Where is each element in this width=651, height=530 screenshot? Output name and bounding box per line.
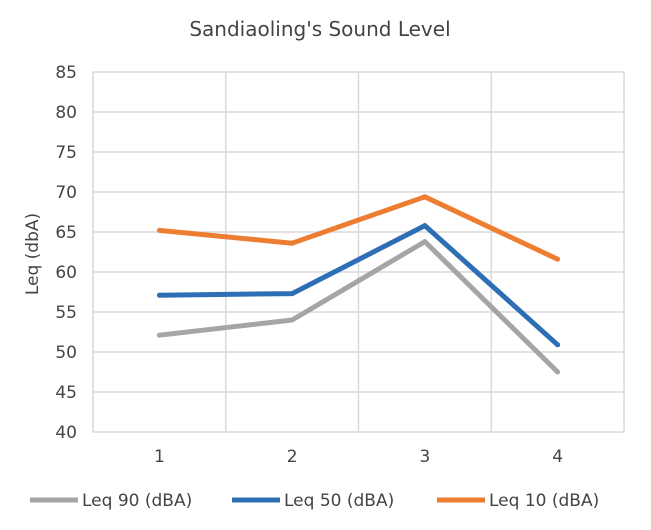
series-line [159, 194, 559, 262]
legend-label: Leq 90 (dBA) [82, 491, 192, 511]
y-tick-label: 85 [55, 63, 77, 83]
y-tick-label: 70 [55, 183, 77, 203]
series-line [159, 239, 560, 374]
data-point [289, 240, 295, 246]
y-tick-label: 55 [55, 303, 77, 323]
data-point [156, 292, 162, 298]
y-tick-label: 80 [55, 103, 77, 123]
data-point [156, 332, 162, 338]
x-tick-label: 4 [552, 447, 563, 467]
y-tick-label: 75 [55, 143, 77, 163]
y-axis-label: Leq (dbA) [23, 213, 43, 295]
x-tick-label: 2 [287, 447, 298, 467]
series-lines [156, 194, 561, 375]
y-tick-label: 65 [55, 223, 77, 243]
x-axis-ticks: 1 2 3 4 [154, 447, 563, 467]
legend-label: Leq 50 (dBA) [284, 491, 394, 511]
data-point [422, 194, 428, 200]
data-point [555, 256, 561, 262]
y-tick-label: 40 [55, 423, 77, 443]
legend: Leq 90 (dBA) Leq 50 (dBA) Leq 10 (dBA) [30, 491, 599, 511]
y-tick-label: 45 [55, 383, 77, 403]
data-point [156, 227, 162, 233]
data-point [289, 291, 295, 297]
data-point [422, 223, 428, 229]
data-point [422, 239, 428, 245]
series-line [159, 223, 560, 347]
chart-title: Sandiaoling's Sound Level [189, 17, 450, 41]
y-tick-label: 60 [55, 263, 77, 283]
legend-label: Leq 10 (dBA) [489, 491, 599, 511]
data-point [555, 342, 561, 348]
data-point [555, 369, 561, 375]
x-tick-label: 3 [419, 447, 430, 467]
y-axis-ticks: 40 45 50 55 60 65 70 75 80 85 [55, 63, 77, 443]
x-tick-label: 1 [154, 447, 165, 467]
y-tick-label: 50 [55, 343, 77, 363]
data-point [289, 317, 295, 323]
